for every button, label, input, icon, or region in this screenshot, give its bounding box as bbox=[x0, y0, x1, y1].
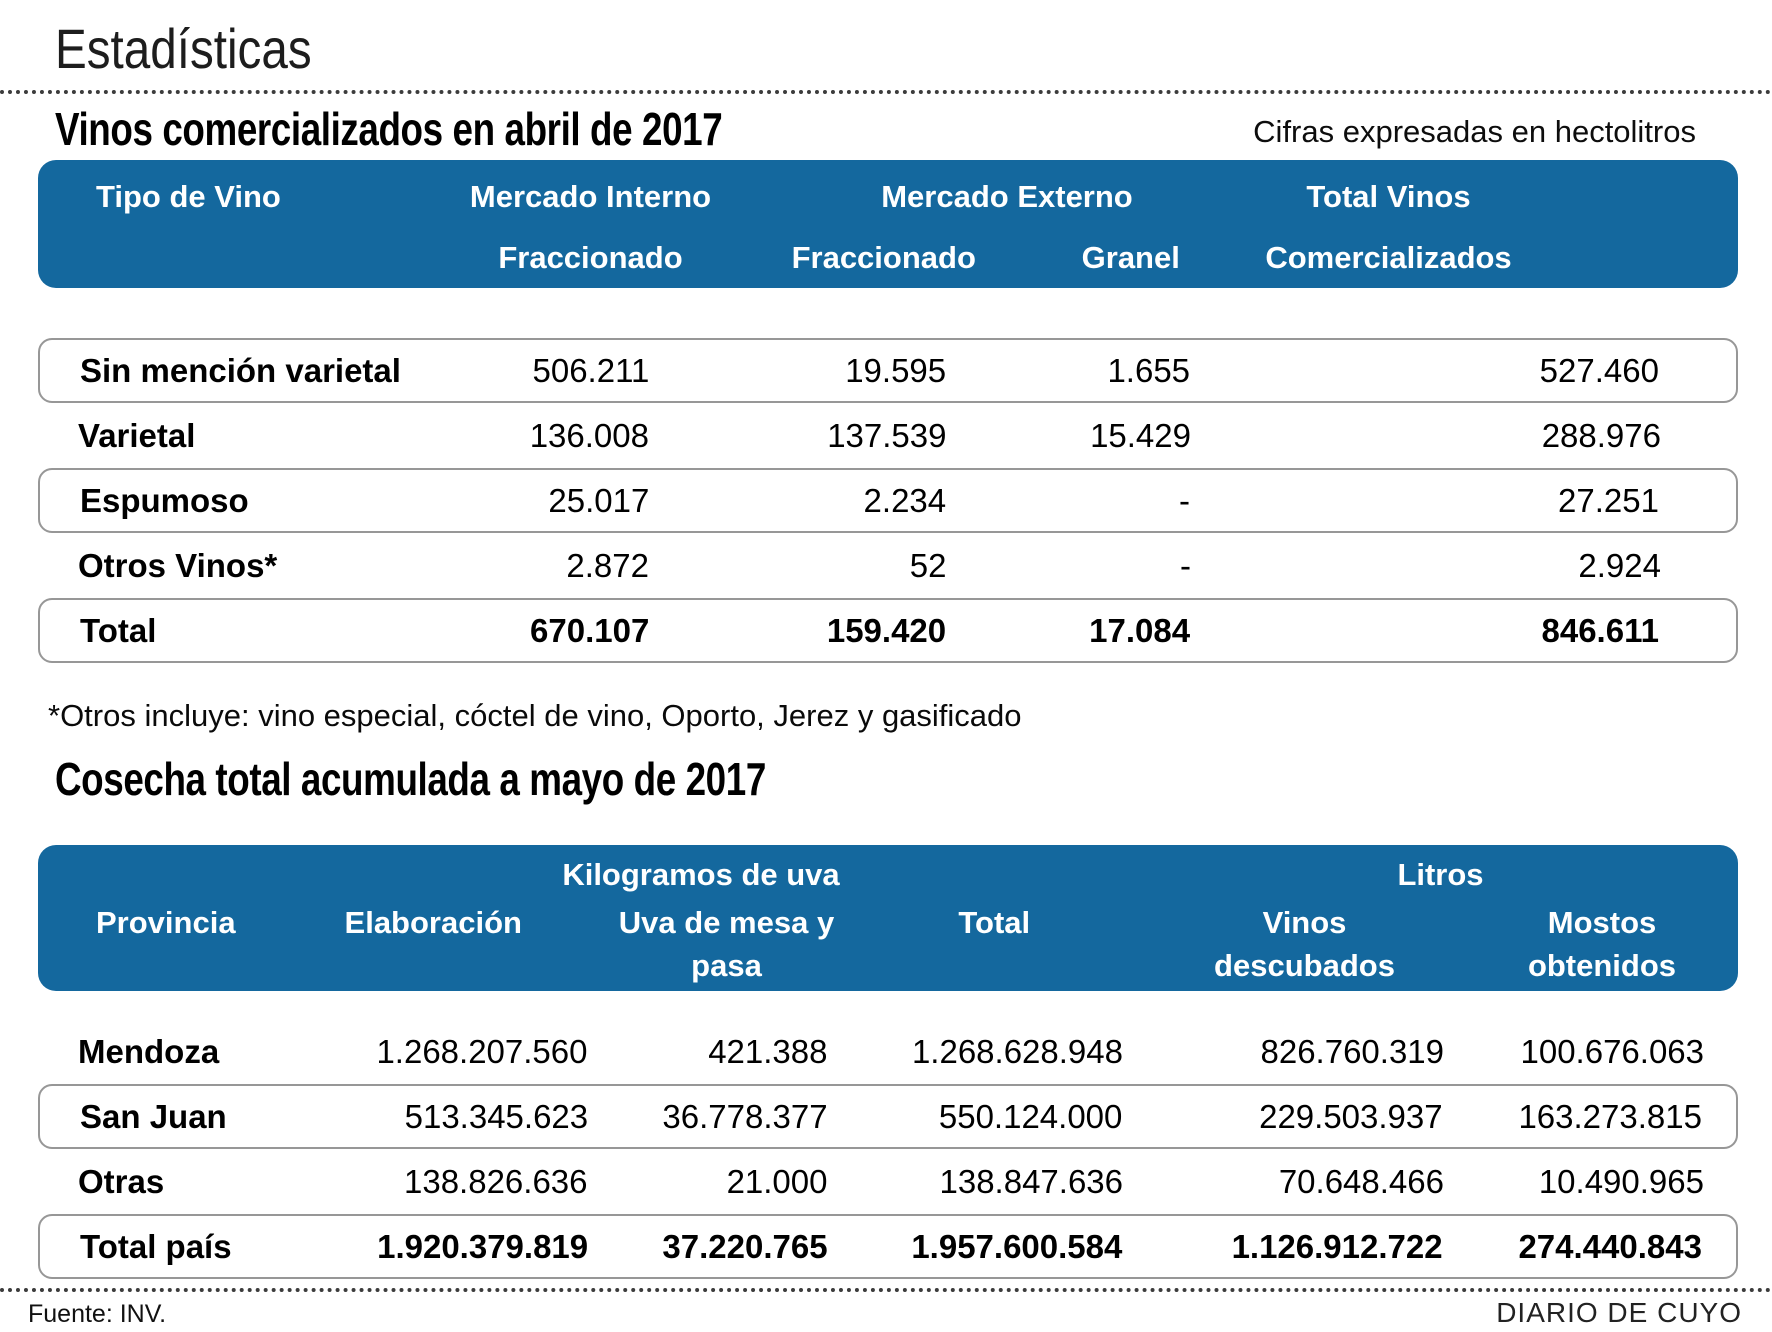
cell-value: 138.826.636 bbox=[403, 1162, 588, 1200]
table1-body: Sin mención varietal 506.211 19.595 1.65… bbox=[38, 338, 1738, 663]
cell-value: - bbox=[1180, 546, 1191, 584]
table1-title: Vinos comercializados en abril de 2017 bbox=[55, 103, 723, 155]
table1-header-total-vinos-line1: Total Vinos bbox=[1306, 179, 1471, 214]
table2-header-mostos-line1: Mostos bbox=[1547, 905, 1657, 940]
row-label: Varietal bbox=[78, 416, 196, 454]
table2-header-uva-line1: Uva de mesa y bbox=[618, 905, 835, 940]
cell-value: 21.000 bbox=[726, 1162, 828, 1200]
table2-header-vinos-line2: descubados bbox=[1214, 948, 1395, 983]
table1-header-tipo-de-vino: Tipo de Vino bbox=[96, 179, 281, 214]
cell-value: 159.420 bbox=[826, 611, 947, 649]
cell-value: 2.872 bbox=[566, 546, 649, 584]
row-label: Total país bbox=[80, 1227, 232, 1265]
cell-value: 527.460 bbox=[1539, 351, 1659, 389]
table-row: San Juan 513.345.623 36.778.377 550.124.… bbox=[38, 1084, 1738, 1149]
cell-value: 27.251 bbox=[1558, 481, 1659, 519]
table1-footnote: *Otros incluye: vino especial, cóctel de… bbox=[48, 698, 1022, 733]
table1-header-me-granel: Granel bbox=[1081, 240, 1180, 275]
cell-value: 138.847.636 bbox=[939, 1162, 1123, 1200]
cell-value: 10.490.965 bbox=[1538, 1162, 1704, 1200]
cell-value: 1.920.379.819 bbox=[377, 1227, 589, 1265]
table2-header-mostos-line2: obtenidos bbox=[1527, 948, 1677, 983]
row-label: Sin mención varietal bbox=[80, 351, 401, 389]
cell-value: 37.220.765 bbox=[662, 1227, 828, 1265]
table2-header-provincia: Provincia bbox=[96, 905, 236, 940]
table-row-total: Total país 1.920.379.819 37.220.765 1.95… bbox=[38, 1214, 1738, 1279]
cell-value: 274.440.843 bbox=[1518, 1227, 1702, 1265]
cell-value: 288.976 bbox=[1541, 416, 1661, 454]
cell-value: 19.595 bbox=[845, 351, 947, 389]
cell-value: 846.611 bbox=[1541, 611, 1659, 649]
cell-value: 1.957.600.584 bbox=[911, 1227, 1123, 1265]
table2-header-uva-line2: pasa bbox=[691, 948, 762, 983]
table2-header-group-litros: Litros bbox=[1397, 857, 1484, 892]
table-row: Varietal 136.008 137.539 15.429 288.976 bbox=[38, 403, 1738, 468]
cell-value: 2.924 bbox=[1578, 546, 1661, 584]
page-title: Estadísticas bbox=[55, 17, 312, 80]
row-label: Total bbox=[80, 611, 157, 649]
row-label: Mendoza bbox=[78, 1032, 220, 1070]
cell-value: 100.676.063 bbox=[1520, 1032, 1704, 1070]
top-dotted-divider bbox=[0, 90, 1772, 94]
cell-value: 36.778.377 bbox=[662, 1097, 828, 1135]
table-row: Espumoso 25.017 2.234 - 27.251 bbox=[38, 468, 1738, 533]
cell-value: 229.503.937 bbox=[1259, 1097, 1443, 1135]
cell-value: 421.388 bbox=[708, 1032, 828, 1070]
table1-units-note: Cifras expresadas en hectolitros bbox=[1253, 114, 1696, 149]
cell-value: 70.648.466 bbox=[1278, 1162, 1444, 1200]
cell-value: - bbox=[1179, 481, 1191, 519]
cell-value: 137.539 bbox=[827, 416, 947, 454]
table-row: Mendoza 1.268.207.560 421.388 1.268.628.… bbox=[38, 1019, 1738, 1084]
row-label: Otros Vinos* bbox=[78, 546, 278, 584]
cell-value: 2.234 bbox=[863, 481, 947, 519]
table-row: Sin mención varietal 506.211 19.595 1.65… bbox=[38, 338, 1738, 403]
table2-title: Cosecha total acumulada a mayo de 2017 bbox=[55, 753, 766, 805]
cell-value: 17.084 bbox=[1089, 611, 1191, 649]
cell-value: 52 bbox=[909, 546, 947, 584]
cell-value: 1.126.912.722 bbox=[1231, 1227, 1443, 1265]
cell-value: 826.760.319 bbox=[1260, 1032, 1444, 1070]
publisher-credit: DIARIO DE CUYO bbox=[1496, 1297, 1742, 1328]
row-label: Espumoso bbox=[80, 481, 249, 519]
table-row-total: Total 670.107 159.420 17.084 846.611 bbox=[38, 598, 1738, 663]
source-credit: Fuente: INV. bbox=[28, 1300, 167, 1328]
bottom-dotted-divider bbox=[0, 1288, 1772, 1292]
cell-value: 506.211 bbox=[532, 351, 650, 389]
table1-header: Tipo de Vino Mercado Interno Mercado Ext… bbox=[38, 160, 1738, 288]
table2-body: Mendoza 1.268.207.560 421.388 1.268.628.… bbox=[38, 1019, 1738, 1279]
cell-value: 670.107 bbox=[530, 611, 650, 649]
cell-value: 163.273.815 bbox=[1518, 1097, 1702, 1135]
cell-value: 25.017 bbox=[548, 481, 650, 519]
cell-value: 1.268.628.948 bbox=[911, 1032, 1123, 1070]
table1-header-mercado-externo: Mercado Externo bbox=[881, 179, 1133, 214]
table1-header-me-fraccionado: Fraccionado bbox=[791, 240, 976, 275]
row-label: Otras bbox=[78, 1162, 165, 1200]
table-row: Otras 138.826.636 21.000 138.847.636 70.… bbox=[38, 1149, 1738, 1214]
cell-value: 513.345.623 bbox=[404, 1097, 589, 1135]
table2-header: Kilogramos de uva Litros Provincia Elabo… bbox=[38, 845, 1738, 991]
table1-header-total-vinos-line2: Comercializados bbox=[1265, 240, 1512, 275]
table2-header-elaboracion: Elaboración bbox=[344, 905, 522, 940]
cell-value: 550.124.000 bbox=[938, 1097, 1123, 1135]
table2-header-group-kilogramos: Kilogramos de uva bbox=[562, 857, 840, 892]
row-label: San Juan bbox=[80, 1097, 227, 1135]
cell-value: 1.268.207.560 bbox=[376, 1032, 588, 1070]
table2-header-total: Total bbox=[958, 905, 1031, 940]
table1-header-mercado-interno: Mercado Interno bbox=[469, 179, 712, 214]
cell-value: 15.429 bbox=[1090, 416, 1191, 454]
cell-value: 1.655 bbox=[1107, 351, 1191, 389]
table1-header-mi-fraccionado: Fraccionado bbox=[498, 240, 683, 275]
cell-value: 136.008 bbox=[529, 416, 649, 454]
table-row: Otros Vinos* 2.872 52 - 2.924 bbox=[38, 533, 1738, 598]
table2-header-vinos-line1: Vinos bbox=[1262, 905, 1347, 940]
